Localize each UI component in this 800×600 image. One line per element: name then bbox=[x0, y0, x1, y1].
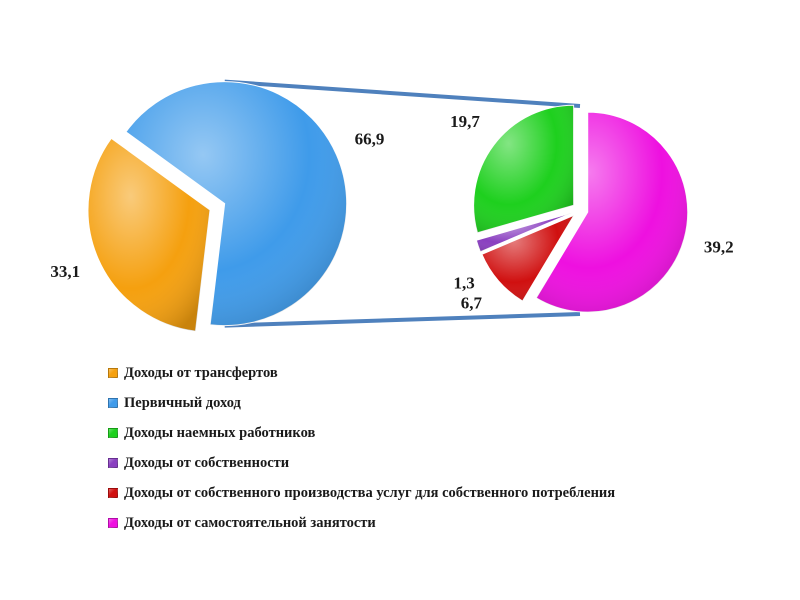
legend-swatch-primary-income bbox=[108, 398, 118, 408]
legend-swatch-transfers bbox=[108, 368, 118, 378]
legend-swatch-self-employment bbox=[108, 518, 118, 528]
connector-line-bottom bbox=[224, 312, 581, 328]
legend-swatch-own-production bbox=[108, 488, 118, 498]
legend-item-own-production: Доходы от собственного производства услу… bbox=[108, 478, 615, 508]
legend-item-self-employment: Доходы от самостоятельной занятости bbox=[108, 508, 615, 538]
legend-label-own-production: Доходы от собственного производства услу… bbox=[124, 484, 616, 501]
data-label-primary-income: 66,9 bbox=[355, 129, 385, 148]
pie-slice-wages bbox=[473, 104, 575, 234]
data-label-wages: 19,7 bbox=[450, 112, 480, 131]
primary-pie bbox=[87, 81, 348, 332]
legend-label-wages: Доходы наемных работников bbox=[124, 424, 316, 441]
legend-item-property: Доходы от собственности bbox=[108, 448, 615, 478]
legend: Доходы от трансфертов Первичный доход Дохо… bbox=[108, 358, 615, 538]
data-label-own-production: 6,7 bbox=[461, 293, 483, 312]
data-label-transfers: 33,1 bbox=[50, 262, 80, 281]
legend-swatch-wages bbox=[108, 428, 118, 438]
data-label-self-employment: 39,2 bbox=[704, 237, 734, 256]
legend-label-property: Доходы от собственности bbox=[124, 454, 290, 471]
legend-label-transfers: Доходы от трансфертов bbox=[124, 364, 278, 381]
legend-label-self-employment: Доходы от самостоятельной занятости bbox=[124, 514, 376, 531]
legend-item-primary-income: Первичный доход bbox=[108, 388, 615, 418]
legend-swatch-property bbox=[108, 458, 118, 468]
data-label-property: 1,3 bbox=[453, 273, 474, 292]
legend-item-wages: Доходы наемных работников bbox=[108, 418, 615, 448]
data-labels: 33,1 66,9 19,7 1,36,7 39,2 bbox=[50, 112, 733, 312]
legend-item-transfers: Доходы от трансфертов bbox=[108, 358, 615, 388]
secondary-pie bbox=[473, 104, 689, 313]
legend-label-primary-income: Первичный доход bbox=[124, 394, 241, 411]
